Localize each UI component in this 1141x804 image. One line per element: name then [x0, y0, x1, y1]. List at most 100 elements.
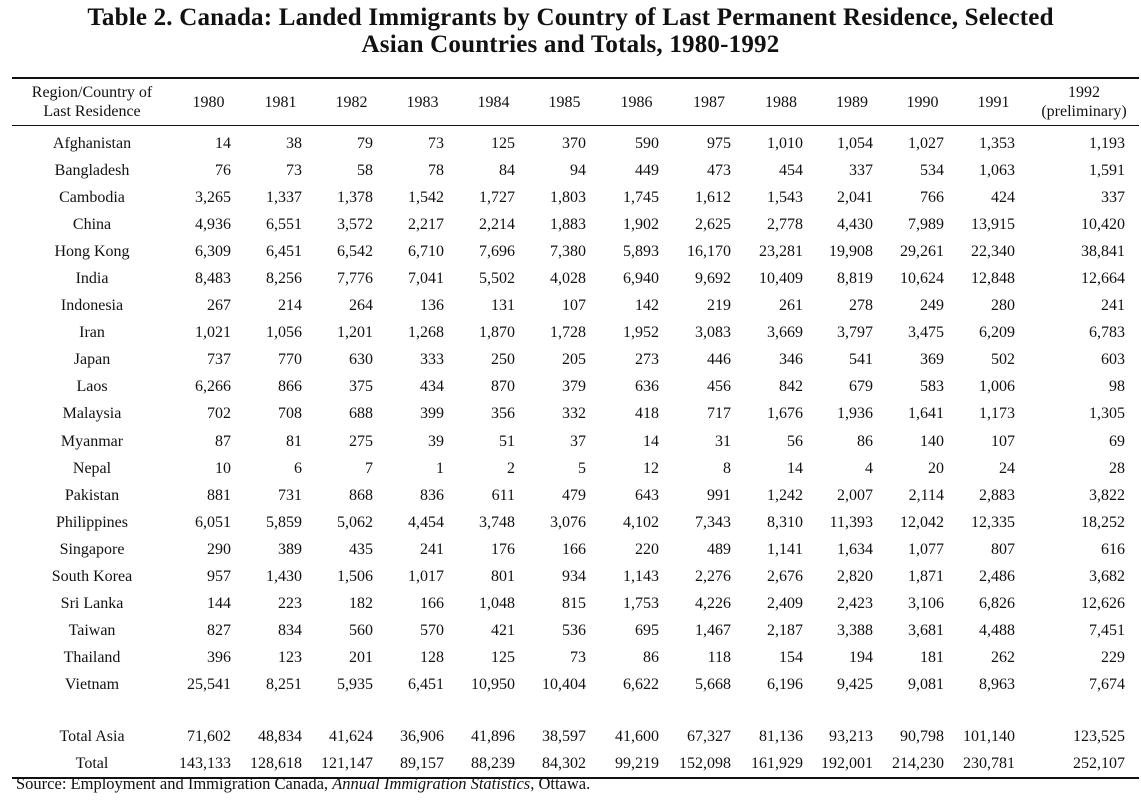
row-label: Total Asia	[59, 727, 125, 745]
cell-value: 1,173	[979, 405, 1015, 423]
cell-value: 67,327	[687, 727, 731, 745]
cell-value: 118	[707, 649, 731, 667]
cell-value: 262	[991, 649, 1015, 667]
cell-value: 2,007	[837, 486, 873, 504]
cell-value: 10,404	[542, 676, 586, 694]
cell-value: 87	[215, 432, 231, 450]
cell-value: 1,242	[767, 486, 803, 504]
source-note: Source: Employment and Immigration Canad…	[16, 774, 590, 794]
cell-value: 152,098	[679, 754, 731, 772]
cell-value: 1,612	[695, 188, 731, 206]
cell-value: 1,010	[767, 134, 803, 152]
cell-value: 1,141	[767, 540, 803, 558]
cell-value: 4,028	[550, 270, 586, 288]
cell-value: 290	[207, 540, 231, 558]
cell-value: 7,776	[337, 270, 373, 288]
cell-value: 7,696	[479, 242, 515, 260]
cell-value: 6	[294, 459, 302, 477]
cell-value: 2,820	[837, 568, 873, 586]
cell-value: 630	[349, 351, 373, 369]
cell-value: 446	[707, 351, 731, 369]
cell-value: 38,841	[1081, 242, 1125, 260]
cell-value: 8	[723, 459, 731, 477]
cell-value: 1,353	[979, 134, 1015, 152]
cell-value: 6,051	[195, 513, 231, 531]
cell-value: 570	[420, 622, 444, 640]
cell-value: 14	[643, 432, 659, 450]
cell-value: 6,826	[979, 595, 1015, 613]
cell-value: 264	[349, 297, 373, 315]
cell-value: 205	[562, 351, 586, 369]
cell-value: 1,871	[908, 568, 944, 586]
cell-value: 6,783	[1089, 324, 1125, 342]
cell-value: 434	[420, 378, 444, 396]
row-label: Sri Lanka	[60, 595, 124, 613]
header-year: 1980	[192, 93, 225, 111]
cell-value: 7,989	[908, 215, 944, 233]
cell-value: 252,107	[1073, 754, 1125, 772]
cell-value: 192,001	[821, 754, 873, 772]
row-label: Nepal	[72, 459, 112, 477]
data-table: Region/Country of Last Residence 1980 1981…	[12, 77, 1139, 779]
cell-value: 435	[349, 540, 373, 558]
cell-value: 20	[928, 459, 944, 477]
row-label: Philippines	[55, 513, 128, 531]
country-row: Bangladesh 76 73 58 78 84 94 449 473 454 337 534 1,0…	[12, 157, 1139, 184]
cell-value: 449	[635, 161, 659, 179]
cell-value: 695	[635, 622, 659, 640]
cell-value: 731	[278, 486, 302, 504]
header-year: 1989	[836, 93, 868, 111]
cell-value: 29,261	[900, 242, 944, 260]
cell-value: 4,488	[979, 622, 1015, 640]
cell-value: 37	[570, 432, 586, 450]
cell-value: 1,021	[195, 324, 231, 342]
cell-value: 166	[420, 595, 444, 613]
cell-value: 24	[999, 459, 1015, 477]
cell-value: 5,859	[266, 513, 302, 531]
cell-value: 5,502	[479, 270, 515, 288]
cell-value: 182	[349, 595, 373, 613]
cell-value: 6,451	[266, 242, 302, 260]
cell-value: 84,302	[542, 754, 586, 772]
cell-value: 1,017	[408, 568, 444, 586]
cell-value: 140	[920, 432, 944, 450]
cell-value: 194	[849, 649, 873, 667]
cell-value: 1,201	[337, 324, 373, 342]
cell-value: 4	[865, 459, 873, 477]
cell-value: 10,950	[471, 676, 515, 694]
cell-value: 834	[278, 622, 302, 640]
header-year: 1990	[906, 93, 939, 111]
cell-value: 71,602	[187, 727, 231, 745]
cell-value: 90,798	[900, 727, 944, 745]
row-label: Afghanistan	[52, 134, 132, 152]
cell-value: 5,893	[623, 242, 659, 260]
cell-value: 868	[349, 486, 373, 504]
country-row: India 8,483 8,256 7,776 7,041 5,502 4,028 6,940…	[12, 265, 1139, 292]
cell-value: 123	[278, 649, 302, 667]
cell-value: 807	[991, 540, 1015, 558]
header-year: 1984	[477, 93, 510, 111]
country-row: Vietnam 25,541 8,251 5,935 6,451 10,950 10,404…	[12, 672, 1139, 699]
cell-value: 2,276	[695, 568, 731, 586]
cell-value: 1,063	[979, 161, 1015, 179]
cell-value: 176	[491, 540, 515, 558]
cell-value: 975	[707, 134, 731, 152]
cell-value: 1,027	[908, 134, 944, 152]
cell-value: 181	[920, 649, 944, 667]
cell-value: 333	[420, 351, 444, 369]
cell-value: 560	[349, 622, 373, 640]
cell-value: 6,266	[195, 378, 231, 396]
row-label: Myanmar	[60, 432, 124, 450]
country-row: Hong Kong 6,309 6,451 6,542 6,710 7,696 7,380 5…	[12, 238, 1139, 265]
cell-value: 6,940	[623, 270, 659, 288]
cell-value: 3,475	[908, 324, 944, 342]
cell-value: 1,676	[767, 405, 803, 423]
row-label: China	[72, 215, 112, 233]
cell-value: 39	[428, 432, 444, 450]
cell-value: 766	[920, 188, 944, 206]
country-row: Iran 1,021 1,056 1,201 1,268 1,870 1,728 1,952 3…	[12, 320, 1139, 347]
cell-value: 1,952	[623, 324, 659, 342]
source-prefix: Source: Employment and Immigration Canad…	[16, 774, 333, 793]
cell-value: 3,822	[1089, 486, 1125, 504]
country-row: Taiwan 827 834 560 570 421 536 695 1,467 2,187 3,3…	[12, 618, 1139, 645]
